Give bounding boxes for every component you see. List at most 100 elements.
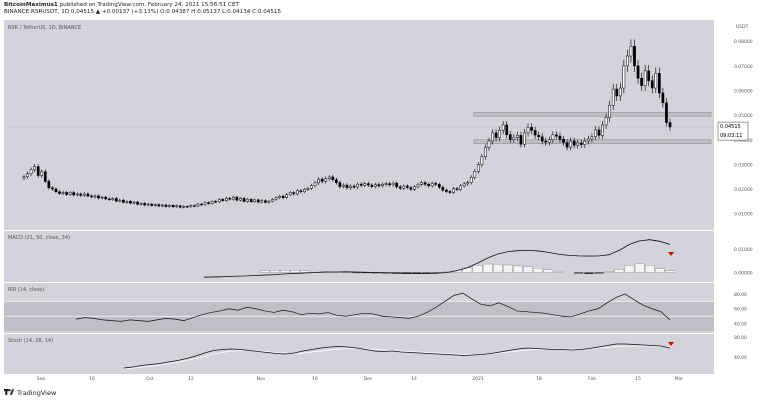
candle-down xyxy=(409,187,413,190)
candle-up xyxy=(526,126,530,134)
candle-up xyxy=(594,129,597,138)
candle-down xyxy=(519,135,523,145)
candle-up xyxy=(278,195,281,198)
candle-down xyxy=(633,45,636,67)
candle-down xyxy=(530,126,533,131)
candle-up xyxy=(654,73,658,89)
candle-down xyxy=(448,191,452,193)
macd-histogram-bar xyxy=(351,272,361,274)
resistance-zone xyxy=(473,139,712,144)
macd-histogram-bar xyxy=(503,264,513,273)
candle-up xyxy=(551,134,555,141)
price-tick-label: 0.07000 xyxy=(734,64,753,70)
candle-down xyxy=(636,65,640,79)
candle-down xyxy=(150,203,154,206)
candle-up xyxy=(313,182,317,186)
candle-down xyxy=(207,202,210,204)
candle-down xyxy=(579,142,583,145)
candle-down xyxy=(256,199,260,203)
candle-down xyxy=(544,140,548,143)
candle-down xyxy=(104,196,107,200)
candle-down xyxy=(90,195,93,198)
macd-histogram-bar xyxy=(665,270,675,273)
candle-down xyxy=(107,198,111,200)
candle-down xyxy=(647,70,651,81)
candle-up xyxy=(210,201,214,204)
candlestick-chart[interactable]: RSR / TetherUS, 1D, BINANCE MACD (21, 50,… xyxy=(4,20,764,382)
candle-up xyxy=(590,136,594,140)
time-axis-label: Oct xyxy=(146,376,154,382)
candle-up xyxy=(416,184,420,188)
candle-up xyxy=(61,192,65,194)
candle-down xyxy=(562,139,565,143)
stoch-red-arrow-icon xyxy=(668,342,674,346)
macd-histogram-bar xyxy=(634,263,645,273)
candle-up xyxy=(93,195,97,198)
time-axis-label: 16 xyxy=(312,376,318,382)
macd-histogram-bar xyxy=(604,271,614,273)
rsi-pane-label: RSI (14, close) xyxy=(8,287,44,293)
candle-down xyxy=(264,200,267,203)
candle-down xyxy=(164,204,168,207)
candle-up xyxy=(285,194,289,198)
candle-up xyxy=(111,198,115,200)
candle-down xyxy=(533,130,537,136)
candle-down xyxy=(597,129,601,136)
candle-up xyxy=(384,183,388,185)
candle-up xyxy=(498,130,501,138)
candle-down xyxy=(437,184,441,188)
candle-up xyxy=(118,199,122,202)
candle-down xyxy=(366,183,370,186)
chart-container[interactable]: RSR / TetherUS, 1D, BINANCE MACD (21, 50,… xyxy=(4,20,764,382)
candle-down xyxy=(54,188,58,193)
macd-tick-label: 0.01000 xyxy=(734,247,753,253)
macd-histogram-bar xyxy=(574,272,584,274)
candle-up xyxy=(232,196,235,200)
candle-up xyxy=(363,183,367,186)
macd-histogram-bar xyxy=(584,272,594,275)
candle-up xyxy=(622,65,626,89)
footer: TradingView xyxy=(4,387,56,399)
time-axis-label: Feb xyxy=(588,376,596,382)
candle-down xyxy=(441,187,445,191)
price-axis-currency: USDT xyxy=(736,24,749,30)
macd-histogram-bar xyxy=(594,272,604,274)
candle-up xyxy=(82,193,86,196)
macd-histogram-bar xyxy=(614,269,625,273)
candle-up xyxy=(413,186,416,190)
candle-down xyxy=(65,192,68,195)
candle-up xyxy=(253,199,257,202)
candle-down xyxy=(97,195,100,199)
candle-down xyxy=(214,201,218,203)
candle-down xyxy=(505,124,509,135)
candle-up xyxy=(246,199,249,202)
price-tick-label: 0.02000 xyxy=(734,187,753,193)
main-pane-bg xyxy=(4,20,714,230)
macd-histogram-bar xyxy=(553,271,564,273)
candle-down xyxy=(572,140,576,146)
candle-down xyxy=(171,205,175,208)
candle-up xyxy=(203,202,207,206)
candle-down xyxy=(650,80,654,89)
candle-up xyxy=(100,196,104,199)
candle-down xyxy=(640,77,643,86)
footer-brand[interactable]: TradingView xyxy=(17,389,57,397)
main-pane-label: RSR / TetherUS, 1D, BINANCE xyxy=(8,25,81,31)
candle-down xyxy=(338,182,342,187)
macd-histogram-bar xyxy=(482,263,493,273)
candle-up xyxy=(484,147,487,158)
candle-up xyxy=(217,199,221,203)
candle-down xyxy=(565,142,569,148)
macd-histogram-bar xyxy=(260,270,270,273)
candle-up xyxy=(420,182,423,185)
author-name[interactable]: BitcoinMaximus1 xyxy=(4,2,58,8)
candle-down xyxy=(558,135,562,140)
candle-down xyxy=(228,197,232,200)
candle-up xyxy=(576,142,580,146)
candle-down xyxy=(242,198,246,202)
candle-down xyxy=(352,185,356,188)
publish-info: BitcoinMaximus1 published on TradingView… xyxy=(4,2,239,9)
candle-up xyxy=(626,55,629,67)
candle-up xyxy=(310,185,313,189)
candle-down xyxy=(331,176,335,180)
